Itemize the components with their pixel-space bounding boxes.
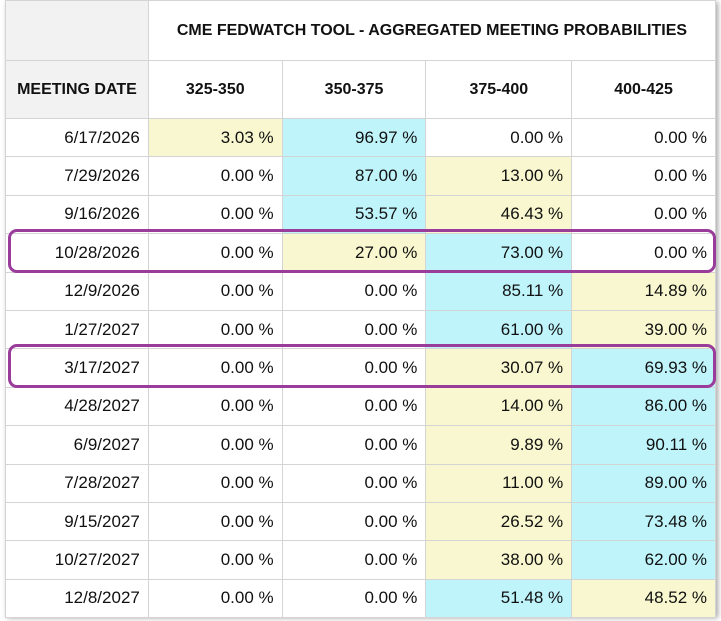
probability-cell: 0.00 % xyxy=(571,233,716,273)
probability-cell: 0.00 % xyxy=(147,348,283,388)
table-row: 12/8/2027 0.00 % 0.00 % 51.48 % 48.52 % xyxy=(5,578,716,619)
probability-cell: 0.00 % xyxy=(281,578,427,619)
probability-cell: 3.03 % xyxy=(147,117,283,158)
probability-cell: 61.00 % xyxy=(425,309,573,350)
probability-cell: 46.43 % xyxy=(425,194,573,235)
meeting-date-cell: 10/28/2026 xyxy=(5,233,149,273)
probability-cell: 9.89 % xyxy=(425,425,573,465)
probability-cell: 0.00 % xyxy=(147,156,283,196)
meeting-date-cell: 12/9/2026 xyxy=(5,271,149,311)
probability-cell: 14.89 % xyxy=(571,271,716,311)
probability-cell: 0.00 % xyxy=(147,233,283,273)
probability-cell: 0.00 % xyxy=(571,194,716,235)
table-row: 1/27/2027 0.00 % 0.00 % 61.00 % 39.00 % xyxy=(5,309,716,350)
probability-cell: 0.00 % xyxy=(281,540,427,580)
table-row: 7/28/2027 0.00 % 0.00 % 11.00 % 89.00 % xyxy=(5,463,716,503)
table-row: 6/17/2026 3.03 % 96.97 % 0.00 % 0.00 % xyxy=(5,117,716,158)
table-row: 9/16/2026 0.00 % 53.57 % 46.43 % 0.00 % xyxy=(5,194,716,235)
meeting-date-cell: 7/29/2026 xyxy=(5,156,149,196)
probability-cell: 89.00 % xyxy=(571,463,716,503)
table-row: 7/29/2026 0.00 % 87.00 % 13.00 % 0.00 % xyxy=(5,156,716,196)
table-row: 12/9/2026 0.00 % 0.00 % 85.11 % 14.89 % xyxy=(5,271,716,311)
probability-cell: 0.00 % xyxy=(147,194,283,235)
column-header-375-400: 375-400 xyxy=(425,60,573,119)
probability-cell: 51.48 % xyxy=(425,578,573,619)
table-row: 4/28/2027 0.00 % 0.00 % 14.00 % 86.00 % xyxy=(5,386,716,427)
table-row: 9/15/2027 0.00 % 0.00 % 26.52 % 73.48 % xyxy=(5,501,716,542)
column-header-350-375: 350-375 xyxy=(281,60,427,119)
probability-cell: 53.57 % xyxy=(281,194,427,235)
meeting-date-cell: 3/17/2027 xyxy=(5,348,149,388)
probability-cell: 0.00 % xyxy=(281,348,427,388)
probability-cell: 0.00 % xyxy=(425,117,573,158)
probability-cell: 48.52 % xyxy=(571,578,716,619)
column-header-meeting-date: MEETING DATE xyxy=(5,60,149,119)
table-row: 10/28/2026 0.00 % 27.00 % 73.00 % 0.00 % xyxy=(5,233,716,273)
table-row: 6/9/2027 0.00 % 0.00 % 9.89 % 90.11 % xyxy=(5,425,716,465)
table-row: 3/17/2027 0.00 % 0.00 % 30.07 % 69.93 % xyxy=(5,348,716,388)
probability-cell: 87.00 % xyxy=(281,156,427,196)
column-header-400-425: 400-425 xyxy=(571,60,716,119)
meeting-date-cell: 6/17/2026 xyxy=(5,117,149,158)
probability-cell: 85.11 % xyxy=(425,271,573,311)
meeting-date-cell: 4/28/2027 xyxy=(5,386,149,427)
probability-cell: 73.00 % xyxy=(425,233,573,273)
probability-cell: 0.00 % xyxy=(571,117,716,158)
probability-cell: 30.07 % xyxy=(425,348,573,388)
probability-cell: 26.52 % xyxy=(425,501,573,542)
meeting-date-cell: 9/16/2026 xyxy=(5,194,149,235)
probability-cell: 0.00 % xyxy=(147,540,283,580)
probability-cell: 0.00 % xyxy=(281,425,427,465)
probability-cell: 0.00 % xyxy=(571,156,716,196)
meeting-date-cell: 12/8/2027 xyxy=(5,578,149,619)
probability-cell: 39.00 % xyxy=(571,309,716,350)
table-title: CME FEDWATCH TOOL - AGGREGATED MEETING P… xyxy=(147,0,717,61)
table-row: 10/27/2027 0.00 % 0.00 % 38.00 % 62.00 % xyxy=(5,540,716,580)
probability-cell: 0.00 % xyxy=(281,386,427,427)
probability-cell: 0.00 % xyxy=(147,501,283,542)
table-corner xyxy=(5,0,149,61)
probability-cell: 69.93 % xyxy=(571,348,716,388)
probability-cell: 0.00 % xyxy=(147,578,283,619)
meeting-date-cell: 6/9/2027 xyxy=(5,425,149,465)
probability-cell: 96.97 % xyxy=(281,117,427,158)
probability-cell: 0.00 % xyxy=(281,501,427,542)
probability-cell: 27.00 % xyxy=(281,233,427,273)
table-body: 6/17/2026 3.03 % 96.97 % 0.00 % 0.00 % 7/29/2… xyxy=(5,117,716,619)
probability-cell: 13.00 % xyxy=(425,156,573,196)
probability-cell: 0.00 % xyxy=(147,463,283,503)
fedwatch-panel: CME FEDWATCH TOOL - AGGREGATED MEETING P… xyxy=(5,0,717,619)
probability-cell: 90.11 % xyxy=(571,425,716,465)
probabilities-table: CME FEDWATCH TOOL - AGGREGATED MEETING P… xyxy=(5,0,717,619)
probability-cell: 0.00 % xyxy=(147,309,283,350)
probability-cell: 0.00 % xyxy=(147,386,283,427)
probability-cell: 0.00 % xyxy=(147,271,283,311)
probability-cell: 0.00 % xyxy=(281,271,427,311)
probability-cell: 0.00 % xyxy=(147,425,283,465)
meeting-date-cell: 9/15/2027 xyxy=(5,501,149,542)
probability-cell: 38.00 % xyxy=(425,540,573,580)
probability-cell: 14.00 % xyxy=(425,386,573,427)
probability-cell: 0.00 % xyxy=(281,463,427,503)
probability-cell: 0.00 % xyxy=(281,309,427,350)
meeting-date-cell: 1/27/2027 xyxy=(5,309,149,350)
meeting-date-cell: 7/28/2027 xyxy=(5,463,149,503)
probability-cell: 11.00 % xyxy=(425,463,573,503)
probability-cell: 73.48 % xyxy=(571,501,716,542)
meeting-date-cell: 10/27/2027 xyxy=(5,540,149,580)
probability-cell: 62.00 % xyxy=(571,540,716,580)
column-header-325-350: 325-350 xyxy=(147,60,283,119)
probability-cell: 86.00 % xyxy=(571,386,716,427)
